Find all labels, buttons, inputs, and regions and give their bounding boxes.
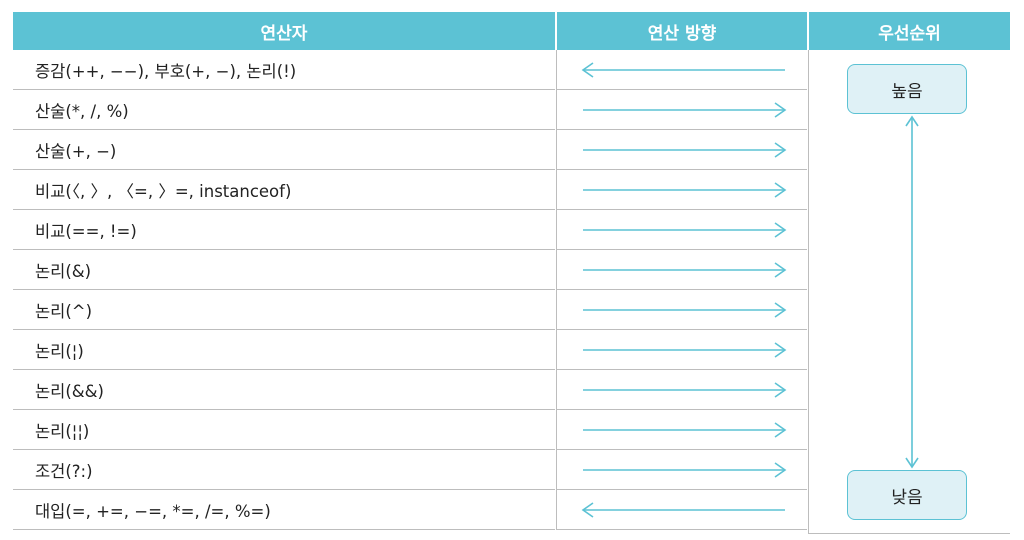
table-row: 비교(〈, 〉, 〈=, 〉=, instanceof) — [13, 170, 807, 210]
direction-cell — [556, 170, 807, 210]
arrow-right-icon — [583, 422, 787, 438]
priority-high-box: 높음 — [847, 64, 967, 114]
priority-column: 높음 낮음 — [808, 50, 1010, 534]
direction-cell — [556, 370, 807, 410]
arrow-right-icon — [583, 462, 787, 478]
operator-cell: 논리(&&) — [13, 370, 555, 410]
operator-cell: 논리(¦¦) — [13, 410, 555, 450]
header-operator: 연산자 — [13, 12, 555, 50]
operator-cell: 대입(=, +=, −=, *=, /=, %=) — [13, 490, 555, 530]
operator-cell: 비교(〈, 〉, 〈=, 〉=, instanceof) — [13, 170, 555, 210]
arrow-left-icon — [581, 502, 785, 518]
arrow-right-icon — [583, 382, 787, 398]
table-row: 증감(++, −−), 부호(+, −), 논리(!) — [13, 50, 807, 90]
direction-cell — [556, 50, 807, 90]
table-row: 논리(&&) — [13, 370, 807, 410]
direction-cell — [556, 250, 807, 290]
table-row: 논리(^) — [13, 290, 807, 330]
arrow-right-icon — [583, 342, 787, 358]
direction-cell — [556, 450, 807, 490]
arrow-right-icon — [583, 182, 787, 198]
table-row: 비교(==, !=) — [13, 210, 807, 250]
arrow-right-icon — [583, 302, 787, 318]
priority-double-arrow-icon — [905, 115, 919, 469]
direction-cell — [556, 330, 807, 370]
direction-cell — [556, 90, 807, 130]
table-row: 논리(&) — [13, 250, 807, 290]
operator-cell: 논리(&) — [13, 250, 555, 290]
priority-low-box: 낮음 — [847, 470, 967, 520]
table-row: 대입(=, +=, −=, *=, /=, %=) — [13, 490, 807, 530]
arrow-right-icon — [583, 222, 787, 238]
operator-precedence-table: 연산자 연산 방향 우선순위 증감(++, −−), 부호(+, −), 논리(… — [13, 12, 1010, 534]
table-row: 산술(*, /, %) — [13, 90, 807, 130]
direction-cell — [556, 410, 807, 450]
direction-cell — [556, 210, 807, 250]
direction-cell — [556, 490, 807, 530]
operator-cell: 산술(*, /, %) — [13, 90, 555, 130]
table-row: 논리(¦¦) — [13, 410, 807, 450]
header-direction: 연산 방향 — [557, 12, 807, 50]
arrow-right-icon — [583, 262, 787, 278]
operator-cell: 논리(^) — [13, 290, 555, 330]
table-row: 조건(?:) — [13, 450, 807, 490]
arrow-right-icon — [583, 142, 787, 158]
table-row: 논리(¦) — [13, 330, 807, 370]
operator-cell: 비교(==, !=) — [13, 210, 555, 250]
direction-cell — [556, 130, 807, 170]
operator-cell: 산술(+, −) — [13, 130, 555, 170]
operator-cell: 논리(¦) — [13, 330, 555, 370]
direction-cell — [556, 290, 807, 330]
operator-cell: 증감(++, −−), 부호(+, −), 논리(!) — [13, 50, 555, 90]
arrow-right-icon — [583, 102, 787, 118]
header-priority: 우선순위 — [809, 12, 1010, 50]
operator-cell: 조건(?:) — [13, 450, 555, 490]
table-row: 산술(+, −) — [13, 130, 807, 170]
arrow-left-icon — [581, 62, 785, 78]
